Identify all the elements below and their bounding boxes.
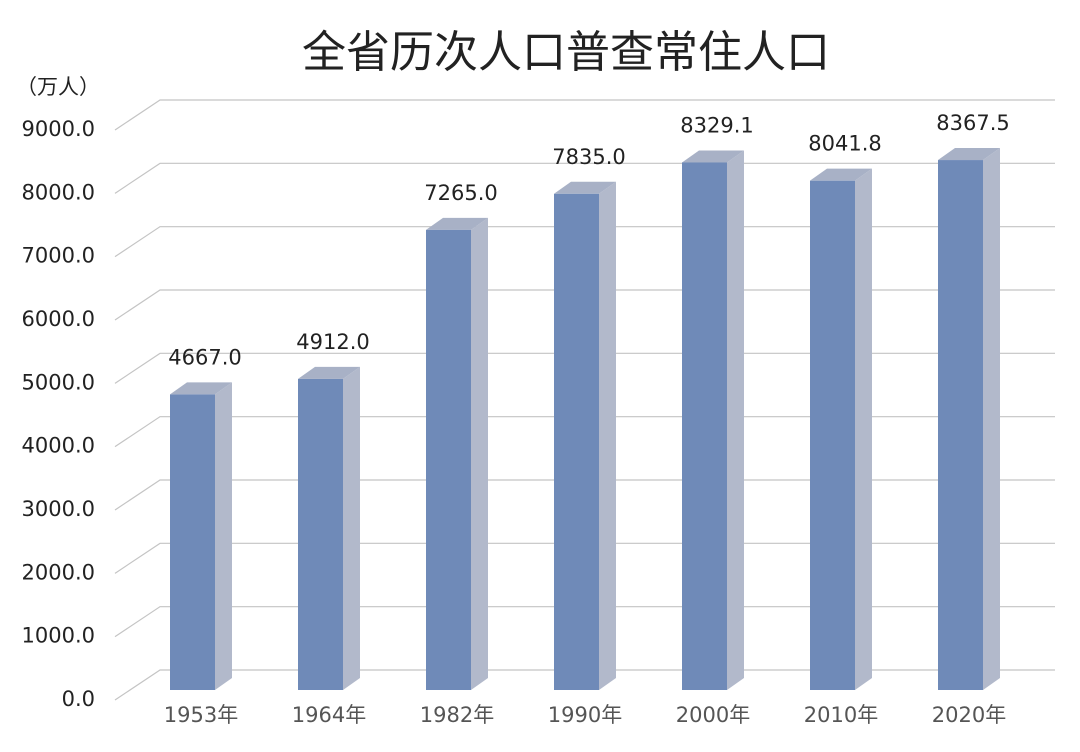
bar [298,378,343,690]
x-tick-label: 1990年 [548,703,622,727]
grid-line [114,352,1055,384]
bar [170,394,215,690]
bar-top [810,168,872,181]
y-tick-label: 9000.0 [22,117,95,141]
value-label: 4912.0 [296,330,369,354]
x-tick-label: 1953年 [164,703,238,727]
x-tick-label: 1964年 [292,703,366,727]
bar [810,180,855,690]
x-tick-label: 2020年 [932,703,1006,727]
x-tick-label: 2000年 [676,703,750,727]
value-label: 8367.5 [936,111,1009,135]
bar-side [727,150,744,690]
y-tick-label: 3000.0 [22,497,95,521]
value-label: 8041.8 [808,132,881,156]
bar-top [554,181,616,194]
bar-side [855,168,872,690]
chart-title: 全省历次人口普查常住人口 [302,27,830,78]
y-tick-label: 7000.0 [22,244,95,268]
bar-side [471,217,488,690]
grid-line [114,289,1055,321]
y-tick-label: 4000.0 [22,434,95,458]
bar-top [170,382,232,395]
value-label: 7835.0 [552,145,625,169]
bar-side [343,366,360,690]
bar-top [426,217,488,230]
y-tick-label: 1000.0 [22,624,95,648]
grid-line [114,416,1055,448]
grid-line [114,606,1055,638]
grid-line [114,669,1055,701]
bar [938,160,983,690]
grid-line [114,479,1055,511]
bar [554,193,599,691]
x-tick-label: 1982年 [420,703,494,727]
bar [426,229,471,690]
bar-top [298,366,360,379]
y-tick-label: 2000.0 [22,560,95,584]
bar-side [215,382,232,690]
value-label: 7265.0 [424,181,497,205]
y-tick-label: 5000.0 [22,370,95,394]
bar-top [938,148,1000,161]
x-tick-label: 2010年 [804,703,878,727]
y-tick-label: 8000.0 [22,180,95,204]
y-tick-label: 6000.0 [22,307,95,331]
bar-side [599,181,616,691]
bar-side [983,148,1000,690]
bar-top [682,150,744,163]
y-axis-label: （万人） [16,75,100,99]
value-label: 8329.1 [680,113,753,137]
y-tick-label: 0.0 [62,687,95,711]
bar [682,162,727,690]
grid-line [114,99,1055,131]
value-label: 4667.0 [168,345,241,369]
grid-line [114,226,1055,258]
grid-line [114,542,1055,574]
grid-line [114,162,1055,194]
